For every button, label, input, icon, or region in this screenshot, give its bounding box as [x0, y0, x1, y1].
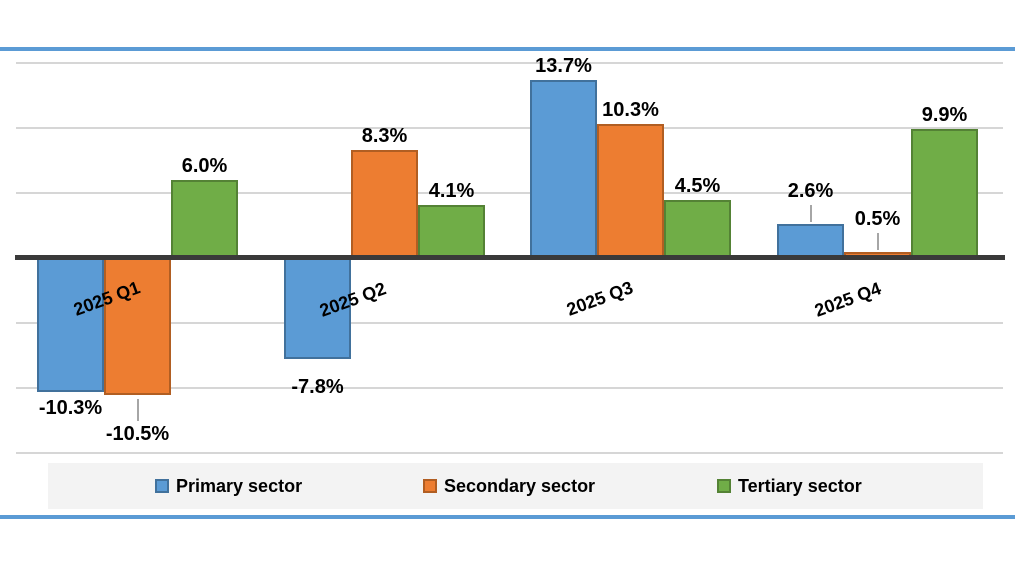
zero-axis-line	[15, 255, 1005, 260]
data-label-secondary-sector-2025-q3: 10.3%	[602, 99, 659, 122]
bar-primary-sector-2025-q4[interactable]	[777, 224, 844, 258]
data-label-leader-line	[809, 205, 812, 223]
legend-label-tertiary-sector: Tertiary sector	[738, 475, 862, 496]
bar-tertiary-sector-2025-q4[interactable]	[911, 129, 978, 258]
bar-secondary-sector-2025-q1[interactable]	[104, 258, 171, 395]
data-label-secondary-sector-2025-q2: 8.3%	[361, 125, 408, 148]
data-label-tertiary-sector-2025-q4: 9.9%	[921, 104, 968, 127]
top-accent-rule	[0, 47, 1015, 51]
legend-swatch-tertiary-sector	[717, 479, 731, 493]
gridline--5pct	[16, 322, 1003, 324]
bottom-accent-rule	[0, 515, 1015, 519]
gridline--10pct	[16, 387, 1003, 389]
gridline-5pct	[16, 192, 1003, 194]
bar-tertiary-sector-2025-q3[interactable]	[664, 199, 731, 258]
legend-item-primary-sector[interactable]: Primary sector	[155, 463, 302, 509]
legend-item-tertiary-sector[interactable]: Tertiary sector	[717, 463, 862, 509]
data-label-tertiary-sector-2025-q2: 4.1%	[428, 179, 475, 202]
data-label-primary-sector-2025-q3: 13.7%	[535, 54, 592, 77]
category-label-2025-q4: 2025 Q4	[811, 278, 884, 321]
legend-item-secondary-sector[interactable]: Secondary sector	[423, 463, 595, 509]
bar-primary-sector-2025-q3[interactable]	[530, 79, 597, 258]
gridline-10pct	[16, 127, 1003, 129]
legend-swatch-primary-sector	[155, 479, 169, 493]
gridline--15pct	[16, 452, 1003, 454]
legend: Primary sector Secondary sector Tertiary…	[48, 463, 983, 509]
bar-primary-sector-2025-q2[interactable]	[284, 258, 351, 360]
bar-secondary-sector-2025-q3[interactable]	[597, 124, 664, 258]
data-label-tertiary-sector-2025-q3: 4.5%	[674, 174, 721, 197]
gridline-15pct	[16, 62, 1003, 64]
category-label-2025-q3: 2025 Q3	[563, 277, 636, 320]
data-label-primary-sector-2025-q2: -7.8%	[291, 376, 344, 399]
legend-swatch-secondary-sector	[423, 479, 437, 493]
bar-tertiary-sector-2025-q2[interactable]	[418, 204, 485, 258]
data-label-primary-sector-2025-q4: 2.6%	[787, 180, 834, 203]
data-label-secondary-sector-2025-q4: 0.5%	[854, 207, 901, 230]
data-label-leader-line	[136, 398, 139, 421]
legend-label-primary-sector: Primary sector	[176, 475, 303, 496]
legend-label-secondary-sector: Secondary sector	[444, 475, 596, 496]
bar-tertiary-sector-2025-q1[interactable]	[171, 180, 238, 258]
data-label-tertiary-sector-2025-q1: 6.0%	[181, 155, 228, 177]
data-label-leader-line	[876, 232, 879, 250]
data-label-secondary-sector-2025-q1: -10.5%	[105, 422, 170, 445]
data-label-primary-sector-2025-q1: -10.3%	[38, 396, 103, 419]
bar-secondary-sector-2025-q2[interactable]	[351, 150, 418, 258]
bar-primary-sector-2025-q1[interactable]	[37, 258, 104, 392]
